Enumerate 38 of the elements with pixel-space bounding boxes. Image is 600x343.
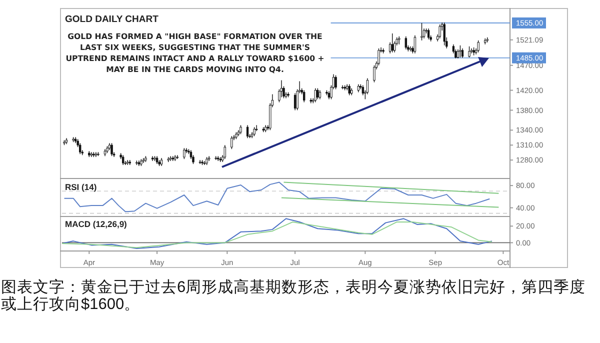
candlestick (373, 64, 376, 83)
candlestick (303, 90, 306, 103)
candlestick (461, 48, 464, 58)
candlestick (348, 84, 350, 96)
candlestick (404, 36, 408, 50)
candlestick (438, 24, 441, 39)
candlestick (203, 160, 206, 166)
chart-title: MACD (12,26,9) (65, 219, 128, 229)
candlestick (420, 22, 423, 41)
candlestick (314, 88, 317, 103)
candlestick (79, 142, 82, 154)
candlestick (294, 92, 296, 111)
candlestick (334, 74, 337, 90)
candlestick (198, 160, 202, 164)
candlestick (316, 88, 319, 100)
candlestick (362, 84, 364, 96)
candlestick (183, 148, 186, 160)
text: 图表文字：黄金已于过去6周形成高基期数形态，表明今夏涨势依旧完好，第四季度或上行攻向$1600。 (1, 279, 587, 313)
candlestick (427, 28, 430, 40)
candlestick (230, 136, 233, 150)
candlestick (280, 80, 283, 98)
line-series (64, 182, 490, 212)
candlestick (468, 46, 470, 58)
candlestick (414, 35, 416, 54)
chart-title: RSI (14) (65, 182, 97, 192)
candlestick (110, 142, 113, 156)
candlestick (378, 48, 380, 66)
candlestick (477, 40, 480, 53)
candlestick (409, 46, 412, 52)
candlestick (224, 144, 226, 160)
candlestick (459, 45, 462, 58)
candlestick (122, 154, 124, 166)
text: GOLD DAILY CHART (65, 14, 159, 25)
candlestick (443, 22, 446, 46)
candlestick (391, 33, 394, 53)
candlestick (246, 124, 249, 138)
candlestick (470, 48, 473, 54)
candlestick (366, 78, 369, 95)
